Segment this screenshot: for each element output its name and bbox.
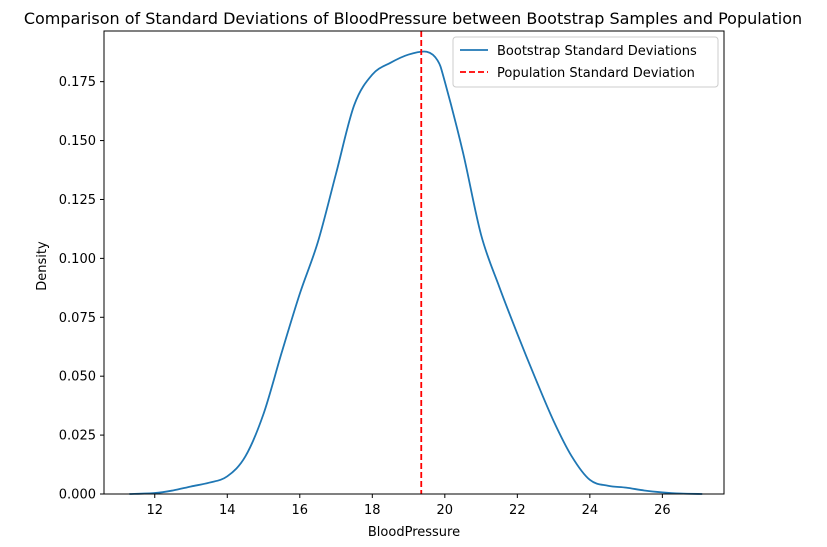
x-axis-ticks: 12 14 16 18 20 22 24 26	[146, 494, 671, 518]
x-tick-label: 14	[219, 503, 236, 518]
x-tick-label: 20	[437, 503, 454, 518]
plot-area	[104, 31, 724, 494]
y-tick-label: 0.075	[59, 311, 96, 326]
chart-title: Comparison of Standard Deviations of Blo…	[24, 9, 802, 28]
x-tick-label: 26	[654, 503, 671, 518]
x-tick-label: 18	[364, 503, 381, 518]
bootstrap-density-line	[129, 50, 703, 495]
y-axis-label: Density	[35, 241, 50, 291]
y-tick-label: 0.025	[59, 429, 96, 444]
x-tick-label: 22	[509, 503, 526, 518]
y-tick-label: 0.000	[59, 488, 96, 503]
x-tick-label: 16	[292, 503, 309, 518]
legend-label-bootstrap: Bootstrap Standard Deviations	[497, 44, 697, 59]
y-tick-label: 0.050	[59, 370, 96, 385]
y-tick-label: 0.175	[59, 75, 96, 90]
y-tick-label: 0.125	[59, 193, 96, 208]
y-tick-label: 0.100	[59, 252, 96, 267]
x-tick-label: 12	[146, 503, 163, 518]
y-tick-label: 0.150	[59, 134, 96, 149]
x-axis-label: BloodPressure	[368, 525, 460, 540]
x-tick-label: 24	[582, 503, 599, 518]
y-axis-ticks: 0.000 0.025 0.050 0.075 0.100 0.125 0.150 0.175	[59, 75, 104, 503]
legend: Bootstrap Standard Deviations Population…	[452, 36, 719, 88]
legend-label-population: Population Standard Deviation	[497, 66, 695, 81]
plot-frame	[103, 30, 725, 495]
legend-box	[452, 36, 719, 88]
